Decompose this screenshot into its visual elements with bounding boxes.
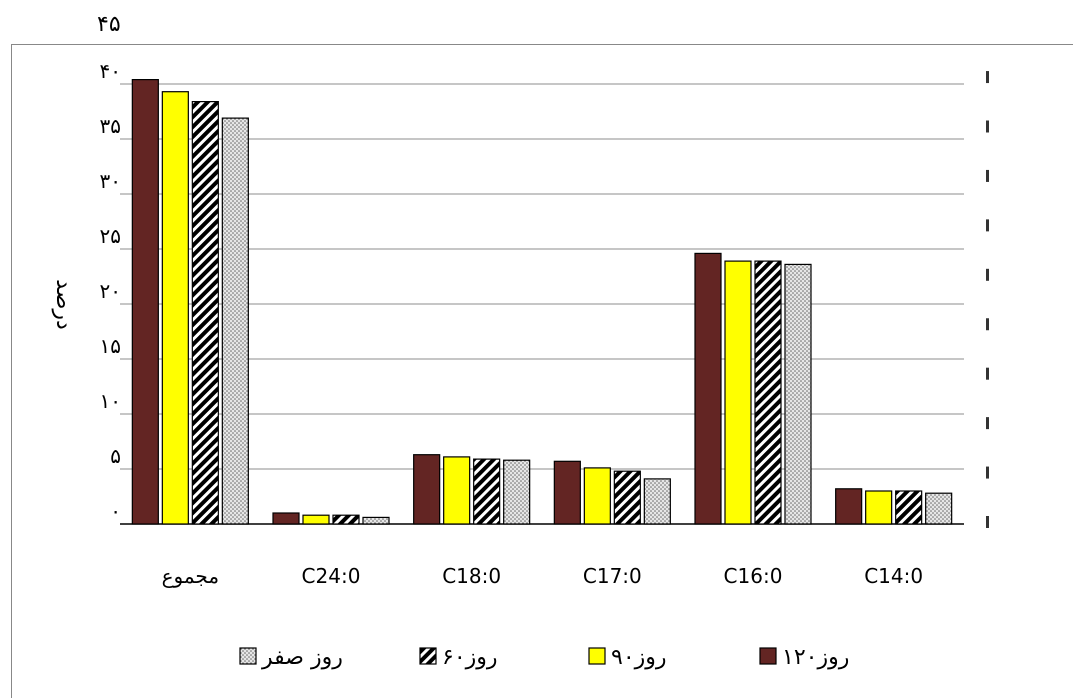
y-tick-top: ۴۵ bbox=[97, 12, 121, 37]
x-category-label: C17:0 bbox=[583, 564, 642, 588]
legend-label: روز۶۰ bbox=[442, 645, 498, 670]
legend-label: روز صفر bbox=[261, 645, 343, 670]
x-category-label: C24:0 bbox=[302, 564, 361, 588]
bar bbox=[191, 100, 219, 525]
bar bbox=[784, 263, 812, 525]
right-axis-tick-fragment bbox=[986, 367, 989, 380]
right-axis-tick-fragment bbox=[986, 120, 989, 133]
legend-swatch bbox=[239, 647, 257, 665]
bar bbox=[895, 490, 923, 525]
bar bbox=[613, 470, 641, 525]
bar bbox=[272, 512, 300, 525]
bar bbox=[443, 456, 471, 525]
bar bbox=[865, 490, 893, 525]
bar bbox=[161, 91, 189, 525]
bar bbox=[583, 467, 611, 525]
bar bbox=[473, 458, 501, 525]
y-tick-label: ۱۵ bbox=[100, 334, 121, 358]
bar bbox=[553, 460, 581, 525]
legend-label: روز۹۰ bbox=[611, 645, 667, 670]
bar bbox=[362, 516, 390, 525]
bar bbox=[413, 454, 441, 525]
x-category-label: C16:0 bbox=[724, 564, 783, 588]
bar bbox=[694, 252, 722, 525]
bar bbox=[643, 478, 671, 525]
x-category-label: C18:0 bbox=[442, 564, 501, 588]
bar bbox=[503, 459, 531, 525]
right-axis-tick-fragment bbox=[986, 516, 989, 528]
y-tick-label: ۰ bbox=[110, 499, 121, 523]
y-tick-label: ۵ bbox=[110, 444, 121, 468]
right-axis-tick-fragment bbox=[986, 417, 989, 430]
y-tick-label: ۱۰ bbox=[100, 389, 121, 413]
right-axis-tick-fragment bbox=[986, 219, 989, 232]
x-category-label: C14:0 bbox=[864, 564, 923, 588]
bar bbox=[835, 488, 863, 525]
right-axis-tick-fragment bbox=[986, 466, 989, 479]
chart-frame bbox=[11, 44, 1073, 698]
bar bbox=[754, 260, 782, 525]
y-tick-label: ۲۰ bbox=[100, 279, 121, 303]
right-axis-tick-fragment bbox=[986, 71, 989, 84]
x-category-label: مجموع bbox=[162, 564, 219, 588]
bar bbox=[131, 78, 159, 525]
bar bbox=[724, 260, 752, 525]
legend-swatch bbox=[588, 647, 606, 665]
y-tick-label: ۲۵ bbox=[100, 224, 121, 248]
y-tick-label: ۴۰ bbox=[100, 59, 121, 83]
bar bbox=[302, 514, 330, 525]
legend-label: روز۱۲۰ bbox=[782, 645, 849, 670]
legend-swatch bbox=[419, 647, 437, 665]
right-axis-tick-fragment bbox=[986, 169, 989, 182]
legend-swatch bbox=[759, 647, 777, 665]
y-tick-label: ۳۵ bbox=[100, 114, 121, 138]
y-tick-label: ۳۰ bbox=[100, 169, 121, 193]
bar bbox=[221, 117, 249, 525]
right-axis-tick-fragment bbox=[986, 318, 989, 331]
right-axis-tick-fragment bbox=[986, 268, 989, 281]
bar bbox=[332, 514, 360, 525]
bar bbox=[925, 492, 953, 525]
